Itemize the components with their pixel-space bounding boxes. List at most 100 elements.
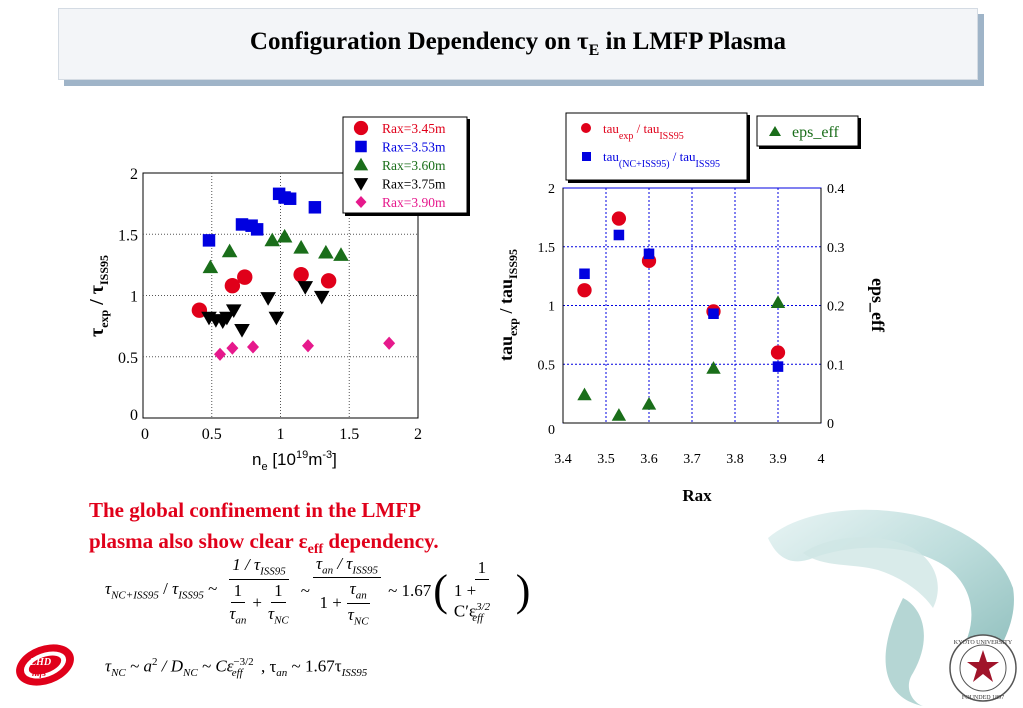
data-point-triangle-down bbox=[297, 281, 314, 295]
data-point-triangle-down bbox=[208, 314, 224, 328]
data-point-square bbox=[283, 192, 297, 205]
tick-labels: 0 0.5 1 1.5 2 0 0.5 1 1.5 2 bbox=[118, 166, 422, 443]
legend-marker-triangle-down bbox=[353, 178, 369, 191]
title-banner: Configuration Dependency on τE in LMFP P… bbox=[58, 8, 978, 80]
data-points bbox=[577, 211, 786, 421]
y-tick-label: 0.5 bbox=[538, 358, 556, 373]
svg-text:LHD: LHD bbox=[29, 657, 51, 668]
legend-marker-diamond bbox=[355, 195, 367, 209]
legend-label: Rax=3.60m bbox=[382, 158, 446, 173]
data-point-circle bbox=[577, 283, 592, 298]
grid-lines bbox=[143, 173, 418, 418]
data-point-circle bbox=[706, 304, 721, 319]
legend-label: Rax=3.75m bbox=[382, 177, 446, 192]
data-point-square bbox=[579, 268, 590, 280]
data-points bbox=[191, 187, 396, 361]
y-tick-label: 2 bbox=[548, 182, 555, 197]
y2-tick-label: 0.2 bbox=[827, 300, 845, 315]
data-point-square bbox=[613, 229, 625, 241]
data-point-triangle-up bbox=[333, 247, 349, 261]
data-point-triangle-up bbox=[264, 232, 281, 247]
data-point-triangle-up bbox=[276, 228, 293, 243]
legend-eps: eps_eff bbox=[756, 115, 861, 149]
y-tick-label: 2 bbox=[130, 166, 138, 183]
data-point-square bbox=[202, 234, 216, 247]
svg-text:FOUNDED 1897: FOUNDED 1897 bbox=[962, 695, 1004, 701]
y2-tick-label: 0.1 bbox=[827, 358, 845, 373]
data-point-triangle-down bbox=[234, 323, 250, 338]
data-point-square bbox=[708, 308, 719, 320]
data-point-triangle-down bbox=[260, 292, 276, 306]
legend-label-eps: eps_eff bbox=[792, 124, 839, 141]
kyoto-university-seal: KYOTO UNIVERSITY FOUNDED 1897 bbox=[949, 634, 1017, 702]
y-tick-label: 0 bbox=[130, 407, 138, 424]
x-tick-label: 4 bbox=[818, 452, 825, 467]
data-point-square bbox=[250, 223, 264, 236]
x-tick-label: 3.8 bbox=[726, 452, 744, 467]
x-tick-label: 0.5 bbox=[202, 426, 222, 443]
x-tick-label: 0 bbox=[141, 426, 149, 443]
data-point-triangle-up bbox=[641, 397, 657, 410]
data-point-diamond bbox=[226, 341, 239, 355]
data-point-diamond bbox=[247, 340, 259, 354]
plot-area bbox=[562, 187, 822, 424]
data-point-square bbox=[235, 218, 249, 231]
x-tick-label: 1 bbox=[277, 426, 285, 443]
data-point-diamond bbox=[214, 347, 226, 361]
caption-text: The global confinement in the LMFP plasm… bbox=[89, 498, 439, 558]
y-tick-label: 1.5 bbox=[118, 227, 138, 244]
svg-text:KYOTO UNIVERSITY: KYOTO UNIVERSITY bbox=[954, 640, 1013, 646]
legend-label: Rax=3.45m bbox=[382, 121, 446, 136]
data-point-triangle-up bbox=[293, 239, 309, 254]
data-point-square bbox=[308, 201, 322, 214]
tick-labels: 3.4 3.5 3.6 3.7 3.8 3.9 4 0 0.5 1 1.5 2 0 0.1 0.2 0.3 0.… bbox=[538, 182, 845, 467]
data-point-diamond bbox=[383, 336, 396, 350]
x-tick-label: 1.5 bbox=[339, 426, 359, 443]
data-point-circle bbox=[191, 302, 208, 318]
y-axis-label: τexp / τISS95 bbox=[86, 255, 111, 337]
legend-label-tau-nc: tau(NC+ISS95) / tauISS95 bbox=[603, 149, 720, 170]
data-point-circle bbox=[224, 278, 241, 294]
legend-marker-square bbox=[582, 152, 591, 161]
data-point-triangle-up bbox=[577, 387, 592, 401]
y-axis-label: tauexp / tauISS95 bbox=[496, 249, 520, 361]
y2-tick-label: 0 bbox=[827, 417, 834, 432]
lhd-nifs-logo: LHD nifs bbox=[16, 644, 74, 686]
y2-tick-label: 0.4 bbox=[827, 182, 845, 197]
data-point-square bbox=[772, 361, 784, 372]
y-tick-label: 0.5 bbox=[118, 350, 138, 367]
legend: Rax=3.45m Rax=3.53m Rax=3.60m Rax=3.75m Rax=… bbox=[342, 116, 470, 216]
legend-marker-circle bbox=[581, 123, 591, 133]
data-point-triangle-up bbox=[202, 259, 219, 274]
y2-tick-label: 0.3 bbox=[827, 241, 845, 256]
data-point-triangle-up bbox=[221, 243, 238, 258]
legend-label-tau-exp: tauexp / tauISS95 bbox=[603, 121, 684, 142]
legend-marker-triangle-up bbox=[353, 157, 369, 171]
svg-text:nifs: nifs bbox=[32, 668, 47, 678]
data-point-circle bbox=[611, 211, 627, 226]
x-tick-label: 3.6 bbox=[640, 452, 658, 467]
data-point-square bbox=[272, 187, 286, 201]
data-point-triangle-down bbox=[219, 311, 235, 326]
y-tick-label: 1.5 bbox=[538, 241, 556, 256]
data-point-triangle-up bbox=[611, 408, 627, 421]
data-point-circle bbox=[770, 345, 786, 360]
x-tick-label: 3.7 bbox=[683, 452, 701, 467]
x-tick-label: 3.5 bbox=[597, 452, 615, 467]
legend-marker-square bbox=[355, 140, 367, 153]
y-tick-label: 1 bbox=[548, 300, 555, 315]
data-point-circle bbox=[641, 253, 657, 268]
data-point-circle bbox=[293, 266, 309, 283]
legend-marker-triangle bbox=[769, 126, 781, 136]
x-tick-label: 2 bbox=[414, 426, 422, 443]
data-point-circle bbox=[237, 269, 253, 285]
helical-coil-decoration bbox=[768, 509, 1014, 706]
x-tick-label: 3.9 bbox=[769, 452, 787, 467]
data-point-square bbox=[245, 219, 258, 232]
legend-marker-circle bbox=[353, 120, 369, 136]
slide-title: Configuration Dependency on τE in LMFP P… bbox=[249, 28, 787, 59]
y-tick-label: 0 bbox=[548, 423, 555, 438]
legend-tau: tauexp / tauISS95 tau(NC+ISS95) / tauISS… bbox=[565, 112, 750, 183]
data-point-triangle-up bbox=[706, 361, 721, 374]
legend-label: Rax=3.90m bbox=[382, 195, 446, 210]
